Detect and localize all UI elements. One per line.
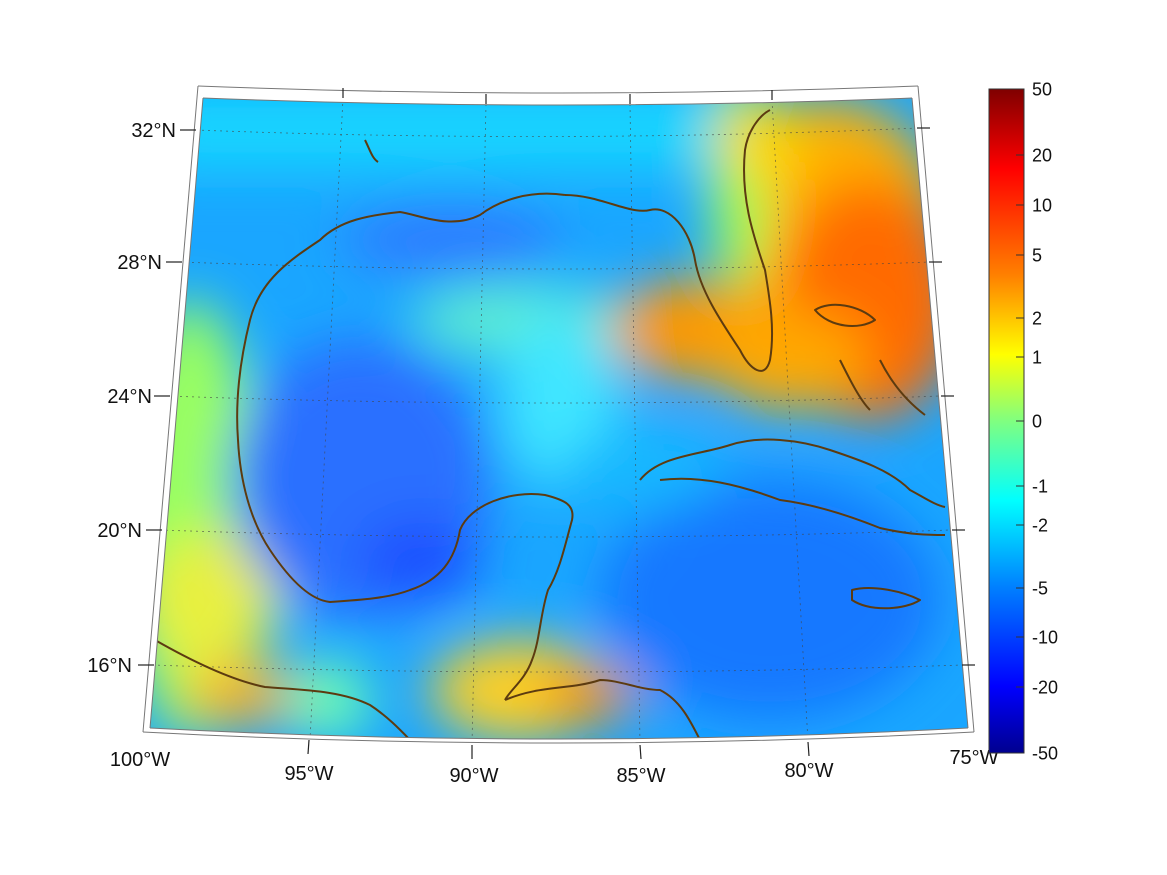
lat-label-20n: 20°N (97, 520, 142, 542)
lon-label-85w: 85°W (616, 765, 665, 787)
colorbar-tick-label: -10 (1032, 627, 1058, 647)
colorbar-tick-label: 2 (1032, 308, 1042, 328)
lon-label-95w: 95°W (284, 763, 333, 785)
lon-label-100w: 100°W (110, 749, 170, 771)
colorbar-tick-label: -50 (1032, 743, 1058, 763)
colorbar-ticks (1016, 154, 1024, 688)
lat-label-32n: 32°N (131, 120, 176, 142)
lon-labels: 100°W 95°W 90°W 85°W 80°W 75°W (110, 747, 999, 787)
lon-label-90w: 90°W (449, 765, 498, 787)
lon-label-75w: 75°W (949, 747, 998, 769)
colorbar: 50 20 10 5 2 1 0 -1 -2 -5 -10 -20 -50 (988, 79, 1058, 763)
lon-ticks (307, 88, 810, 760)
colorbar-tick-label: -1 (1032, 476, 1048, 496)
colorbar-tick-label: 5 (1032, 245, 1042, 265)
lat-label-24n: 24°N (107, 386, 152, 408)
colorbar-tick-label: 10 (1032, 195, 1052, 215)
coastlines (154, 109, 946, 739)
colorbar-tick-label: 20 (1032, 145, 1052, 165)
graticule (151, 98, 963, 739)
lat-label-16n: 16°N (87, 655, 132, 677)
colorbar-tick-label: 50 (1032, 79, 1052, 99)
colorbar-tick-label: 1 (1032, 347, 1042, 367)
map-frame (142, 85, 975, 744)
colorbar-tick-label: 0 (1032, 411, 1042, 431)
map-field (150, 98, 968, 739)
colorbar-tick-label: -5 (1032, 578, 1048, 598)
lat-labels: 32°N 28°N 24°N 20°N 16°N (87, 120, 176, 677)
colorbar-tick-label: -20 (1032, 677, 1058, 697)
lat-ticks (138, 127, 975, 666)
lat-label-28n: 28°N (117, 252, 162, 274)
lon-label-80w: 80°W (784, 760, 833, 782)
colorbar-tick-label: -2 (1032, 515, 1048, 535)
